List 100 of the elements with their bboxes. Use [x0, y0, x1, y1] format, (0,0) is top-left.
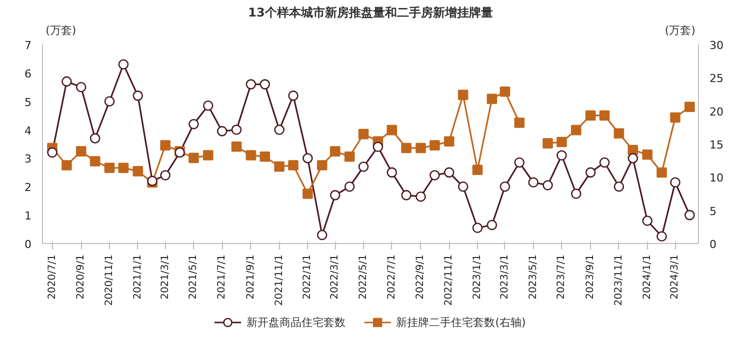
point — [401, 142, 412, 154]
point — [47, 147, 58, 158]
point — [231, 142, 242, 152]
point — [202, 150, 214, 160]
point — [231, 124, 242, 135]
y2-tick-label: 30 — [710, 39, 724, 52]
point — [132, 166, 144, 176]
point — [599, 157, 610, 168]
point — [599, 110, 610, 121]
point — [486, 94, 498, 104]
x-tick-label: 2021/5/1 — [188, 254, 200, 300]
point — [430, 140, 440, 150]
point — [401, 190, 412, 200]
x-tick-label: 2022/11/1 — [444, 254, 455, 306]
point — [274, 161, 284, 172]
point — [614, 182, 624, 192]
point — [260, 79, 270, 90]
point — [528, 177, 538, 188]
y-tick-label: 7 — [24, 39, 32, 52]
point — [90, 156, 100, 166]
point — [288, 160, 298, 170]
point — [104, 162, 115, 174]
x-tick-label: 2020/9/1 — [76, 254, 87, 300]
point — [670, 177, 680, 188]
point — [302, 153, 313, 164]
point — [90, 133, 100, 144]
point — [246, 150, 256, 160]
point — [500, 182, 510, 192]
point — [556, 150, 567, 161]
x-tick-label: 2023/3/1 — [499, 254, 510, 300]
y-tick-label: 6 — [24, 67, 32, 80]
point — [684, 210, 695, 220]
point — [444, 167, 454, 178]
point — [570, 188, 582, 199]
point — [358, 128, 369, 140]
point — [188, 118, 199, 130]
x-tick-label: 2021/3/1 — [160, 254, 171, 300]
point — [386, 124, 398, 136]
point — [472, 222, 483, 234]
y-tick-label: 3 — [24, 152, 32, 166]
x-tick-label: 2023/9/1 — [585, 254, 596, 300]
point — [260, 151, 270, 162]
point — [486, 220, 498, 230]
y2-tick-label: 5 — [710, 204, 716, 218]
point — [202, 100, 214, 111]
y2-tick-label: 15 — [710, 138, 724, 152]
point — [670, 112, 680, 123]
point — [472, 164, 483, 176]
point — [62, 76, 72, 87]
y-tick-label: 1 — [24, 210, 32, 223]
y-axis-title: (万套) — [46, 24, 76, 37]
point — [132, 90, 144, 101]
point — [316, 230, 328, 240]
point — [160, 140, 170, 150]
point — [514, 157, 525, 168]
point — [62, 160, 72, 170]
point — [430, 170, 440, 180]
point — [188, 152, 199, 164]
x-tick-label: 2020/11/1 — [104, 254, 115, 306]
point — [330, 190, 340, 200]
chart-title: 13个样本城市新房推盘量和二手房新增挂牌量 — [248, 6, 493, 20]
y-tick-label: 4 — [24, 124, 32, 138]
x-tick-label: 2023/1/1 — [472, 254, 484, 300]
point — [386, 167, 398, 178]
x-tick-label: 2020/7/1 — [46, 254, 58, 300]
point — [570, 124, 582, 136]
x-tick-label: 2021/7/1 — [216, 254, 228, 300]
point — [514, 118, 525, 128]
point — [416, 142, 426, 154]
point — [76, 146, 86, 156]
point — [542, 180, 553, 190]
point — [104, 96, 115, 106]
point — [288, 90, 298, 101]
point — [614, 128, 624, 139]
x-tick-label: 2021/1/1 — [132, 254, 144, 300]
x-tick-label: 2023/7/1 — [556, 254, 568, 300]
x-tick-label: 2022/9/1 — [415, 254, 426, 300]
x-tick-label: 2023/5/1 — [528, 254, 539, 300]
y2-tick-label: 10 — [710, 172, 724, 185]
point — [642, 216, 652, 226]
x-tick-label: 2021/11/1 — [274, 254, 285, 306]
y-tick-label: 5 — [24, 96, 32, 109]
x-tick-label: 2022/5/1 — [358, 254, 370, 300]
point — [344, 151, 355, 162]
point — [585, 110, 596, 121]
point — [656, 231, 667, 242]
point — [458, 90, 468, 100]
x-tick-label: 2024/1/1 — [642, 254, 653, 300]
point — [344, 182, 355, 192]
point — [542, 138, 553, 148]
x-tick-label: 2022/7/1 — [386, 254, 398, 300]
y-tick-label: 2 — [24, 181, 32, 194]
point — [444, 136, 454, 146]
point — [416, 191, 426, 202]
x-tick-label: 2023/11/1 — [613, 254, 624, 306]
y-tick-label: 0 — [24, 238, 32, 251]
legend-label: 新开盘商品住宅套数 — [246, 316, 346, 329]
point — [500, 86, 510, 97]
point — [246, 79, 256, 90]
y2-tick-label: 25 — [710, 72, 724, 86]
